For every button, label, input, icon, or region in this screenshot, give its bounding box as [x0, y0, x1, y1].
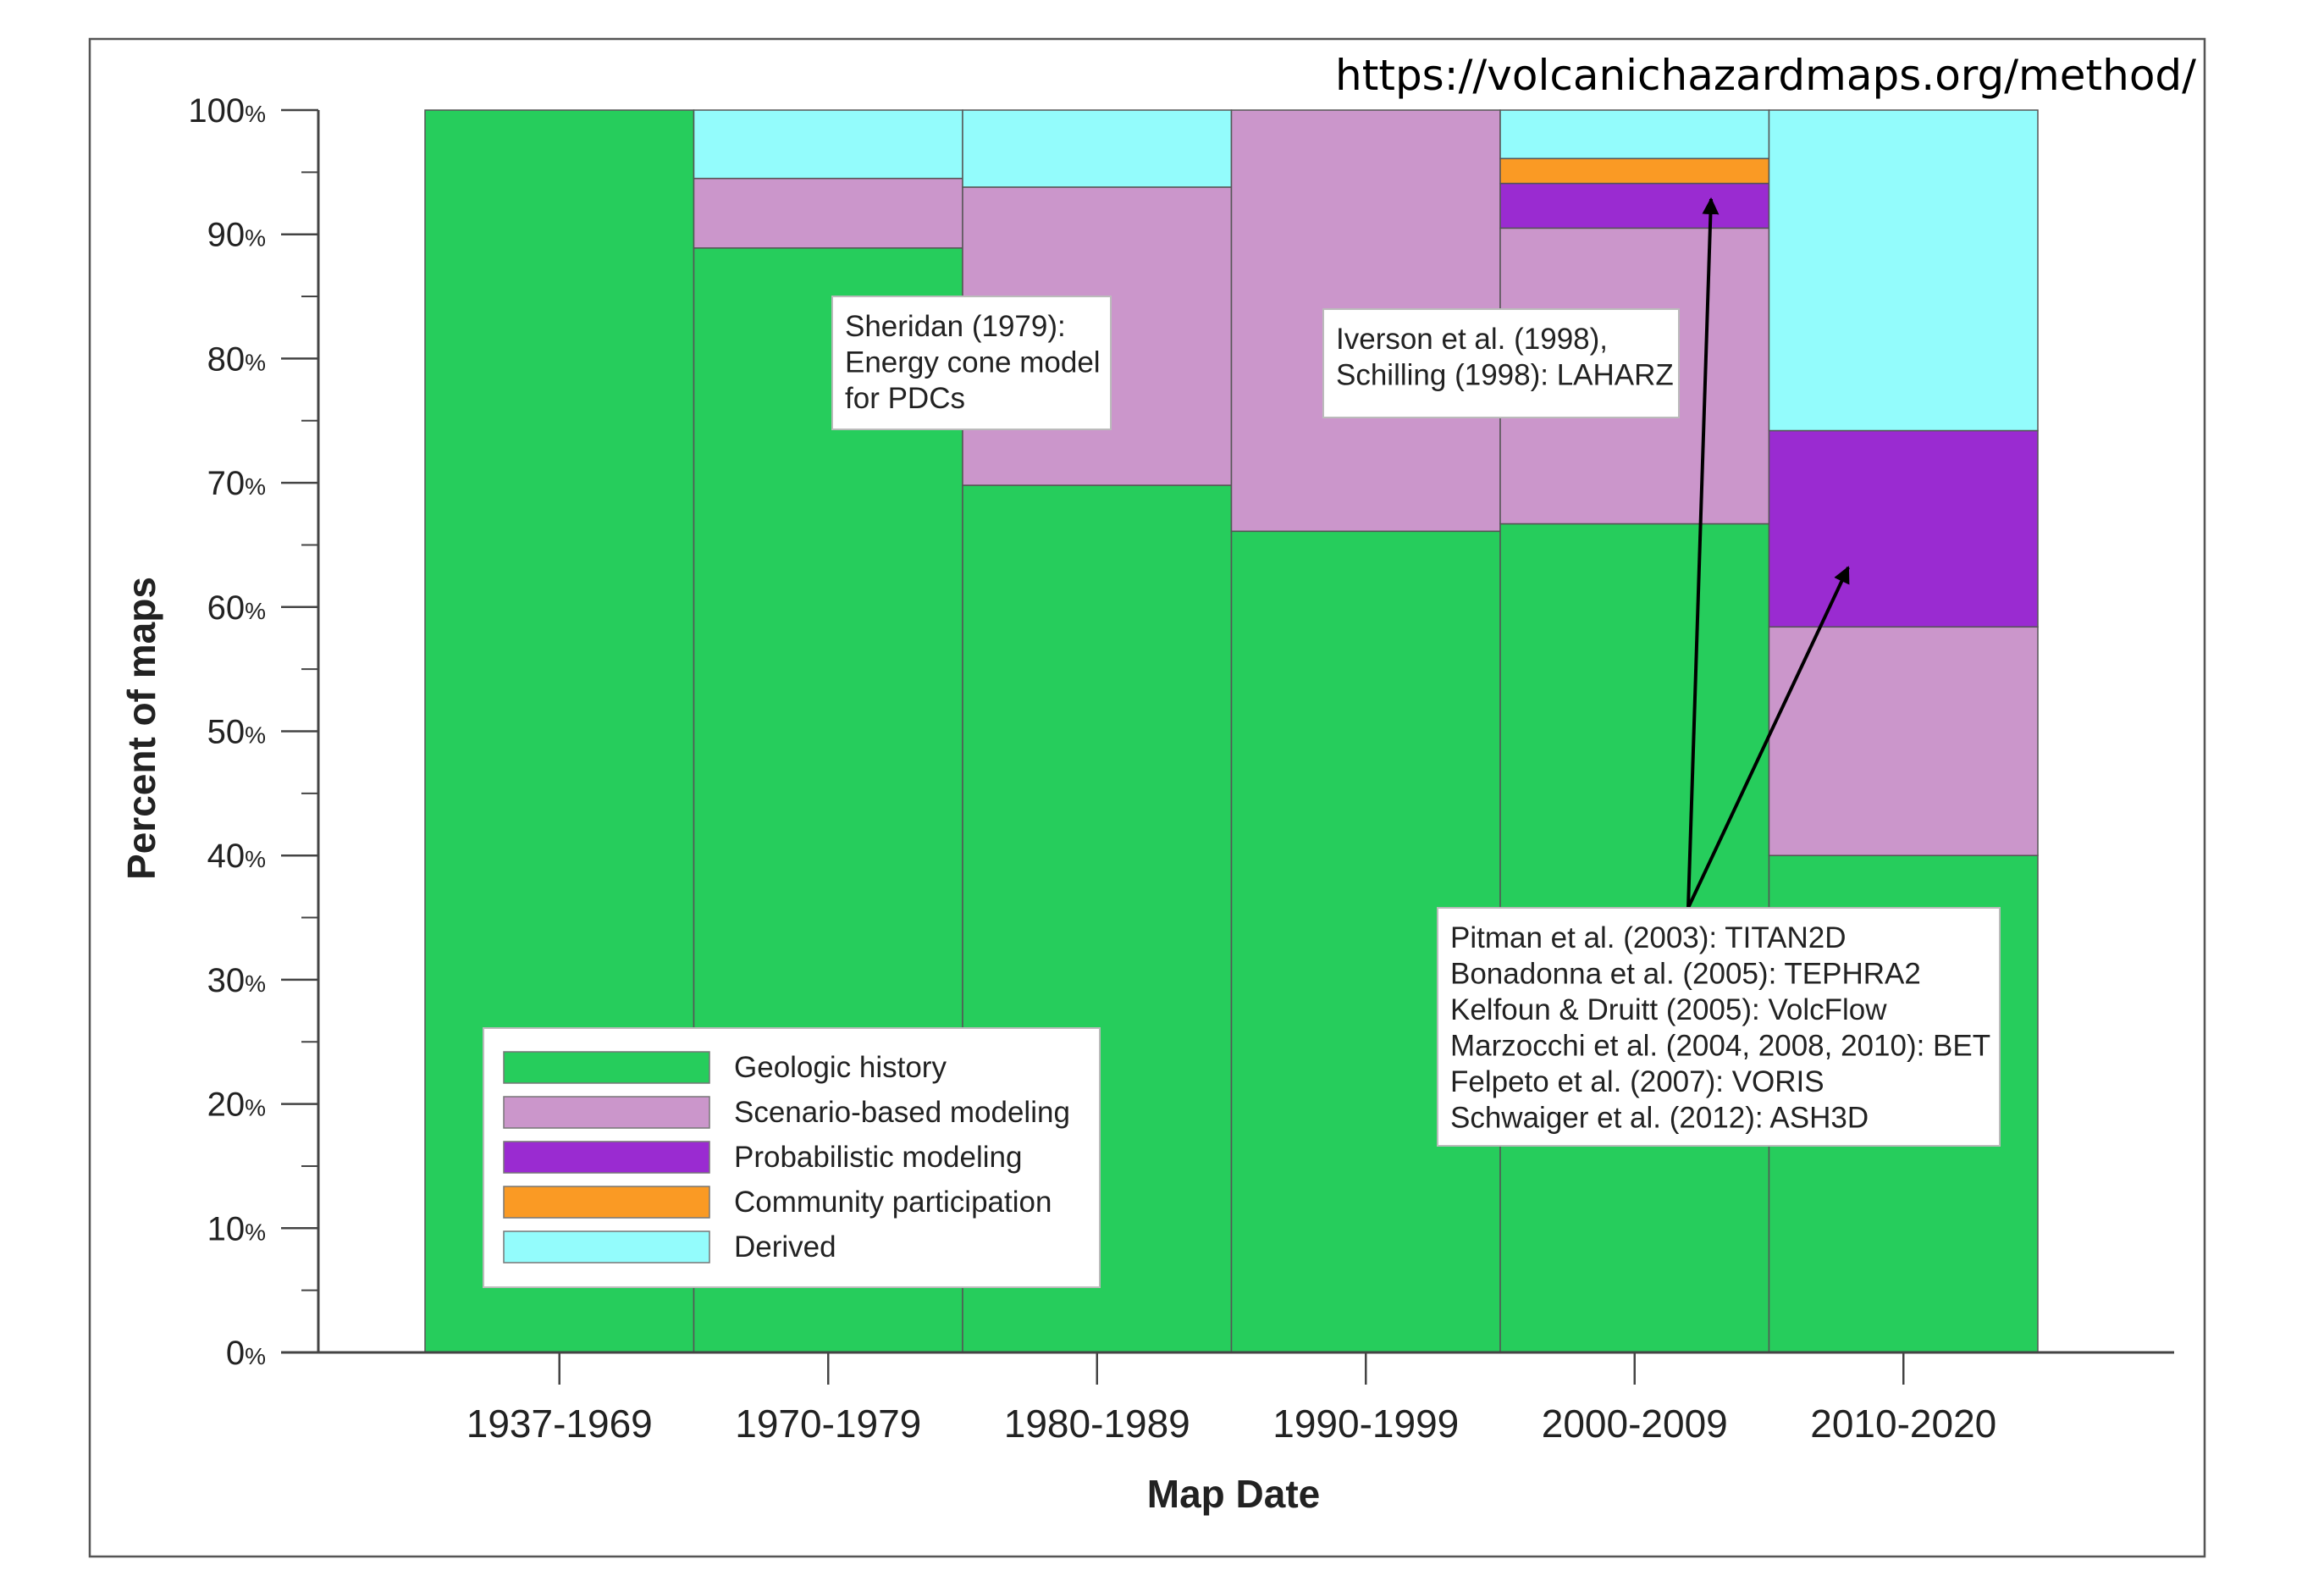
y-tick-label: 70%: [207, 465, 266, 502]
arrows-layer: [1686, 197, 1850, 909]
annotation-line: Sheridan (1979):: [845, 310, 1066, 343]
y-tick-label: 90%: [207, 217, 266, 254]
y-tick-label: 0%: [226, 1335, 266, 1372]
legend-item: Probabilistic modeling: [503, 1141, 1022, 1174]
y-tick-label: 50%: [207, 714, 266, 751]
x-tick-label: 2010-2020: [1810, 1402, 1996, 1446]
x-tick-label: 1980-1989: [1004, 1402, 1190, 1446]
legend-swatch: [503, 1096, 710, 1129]
annotation-line: Felpeto et al. (2007): VORIS: [1450, 1065, 1824, 1098]
source-url: https://volcanichazardmaps.org/method/: [1335, 51, 2196, 100]
annotation-box: Pitman et al. (2003): TITAN2D Bonadonna e…: [1437, 907, 2001, 1147]
bar-segment: [1768, 626, 2039, 856]
legend-label: Scenario-based modeling: [734, 1096, 1070, 1129]
annotation-line: Energy cone model: [845, 346, 1101, 379]
y-tick-unit: %: [245, 722, 266, 749]
y-tick-label: 80%: [207, 340, 266, 378]
legend-item: Derived: [503, 1230, 836, 1264]
bar-segment: [1499, 182, 1770, 229]
y-tick-label: 40%: [207, 838, 266, 875]
legend-label: Derived: [734, 1230, 836, 1264]
y-tick-unit: %: [245, 349, 266, 375]
y-tick-value: 50: [207, 714, 246, 751]
x-axis-title: Map Date: [1147, 1472, 1320, 1516]
y-tick-label: 60%: [207, 589, 266, 627]
y-tick-unit: %: [245, 846, 266, 872]
x-tick-label: 1990-1999: [1272, 1402, 1459, 1446]
y-tick-value: 40: [207, 838, 246, 875]
axes-layer: 0%10%20%30%40%50%60%70%80%90%100%1937-19…: [188, 92, 2174, 1446]
annotation-line: Schwaiger et al. (2012): ASH3D: [1450, 1102, 1869, 1135]
x-tick-label: 1937-1969: [466, 1402, 653, 1446]
annotation-line: Marzocchi et al. (2004, 2008, 2010): BET: [1450, 1030, 1990, 1063]
y-tick-value: 60: [207, 589, 246, 627]
annotation-line: Pitman et al. (2003): TITAN2D: [1450, 921, 1847, 954]
y-tick-unit: %: [245, 1343, 266, 1369]
y-tick-unit: %: [245, 598, 266, 624]
y-tick-label: 20%: [207, 1087, 266, 1124]
legend-item: Geologic history: [503, 1051, 947, 1084]
annotation-line: Schilling (1998): LAHARZ: [1336, 359, 1674, 392]
annotation-background: [1437, 907, 2001, 1147]
legend: Geologic history Scenario-based modeling P…: [483, 1027, 1101, 1288]
bar-segment: [1768, 429, 2039, 628]
y-tick-value: 10: [207, 1210, 246, 1247]
legend-item: Community participation: [503, 1186, 1052, 1219]
legend-swatch: [503, 1141, 710, 1174]
y-axis-title: Percent of maps: [119, 577, 163, 880]
y-tick-value: 0: [226, 1335, 245, 1372]
arrow-to-2010-2020: [1686, 566, 1850, 909]
x-tick-label: 1970-1979: [735, 1402, 921, 1446]
y-tick-unit: %: [245, 1095, 266, 1121]
bar-segment: [962, 109, 1233, 188]
bar-segment: [1499, 158, 1770, 185]
y-tick-value: 80: [207, 340, 246, 378]
bar-segment: [1768, 109, 2039, 432]
y-tick-unit: %: [245, 970, 266, 997]
x-tick-label: 2000-2009: [1542, 1402, 1728, 1446]
legend-label: Geologic history: [734, 1051, 947, 1084]
annotation-background: [1322, 308, 1680, 418]
bar-segment: [1499, 109, 1770, 159]
y-tick-unit: %: [245, 473, 266, 500]
legend-label: Community participation: [734, 1186, 1052, 1219]
y-tick-value: 90: [207, 217, 246, 254]
legend-item: Scenario-based modeling: [503, 1096, 1070, 1129]
annotation-line: Bonadonna et al. (2005): TEPHRA2: [1450, 958, 1921, 991]
annotation-box: Iverson et al. (1998),Schilling (1998): …: [1322, 308, 1680, 418]
y-tick-label: 100%: [188, 92, 266, 130]
y-tick-unit: %: [245, 101, 266, 127]
y-tick-unit: %: [245, 1219, 266, 1245]
bar-segment: [693, 177, 963, 249]
annotation-line: Iverson et al. (1998),: [1336, 323, 1608, 356]
legend-label: Probabilistic modeling: [734, 1141, 1022, 1174]
annotation-line: Kelfoun & Druitt (2005): VolcFlow: [1450, 993, 1887, 1026]
bar-segment: [693, 109, 963, 180]
y-tick-label: 30%: [207, 962, 266, 999]
annotation-background: [831, 296, 1112, 430]
y-tick-label: 10%: [207, 1210, 266, 1247]
y-tick-value: 100: [188, 92, 245, 130]
legend-swatch: [503, 1186, 710, 1219]
arrow-to-2000-2009: [1686, 197, 1720, 909]
legend-swatch: [503, 1051, 710, 1084]
y-tick-unit: %: [245, 225, 266, 252]
y-tick-value: 30: [207, 962, 246, 999]
y-tick-value: 70: [207, 465, 246, 502]
legend-swatch: [503, 1230, 710, 1264]
y-tick-value: 20: [207, 1087, 246, 1124]
annotation-line: for PDCs: [845, 382, 965, 415]
